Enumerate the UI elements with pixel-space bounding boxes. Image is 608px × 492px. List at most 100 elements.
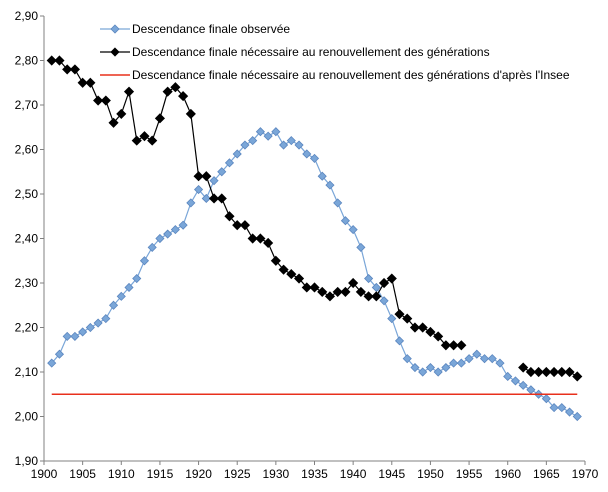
series-observed-point bbox=[302, 149, 312, 159]
series-observed-point bbox=[541, 394, 551, 404]
y-tick-labels: 1,90 2,00 2,10 2,20 2,30 2,40 2,50 2,60 2,70 2,80… bbox=[15, 9, 44, 468]
x-tick-label: 1905 bbox=[69, 467, 96, 481]
series-observed-point bbox=[147, 242, 157, 252]
series-required-point bbox=[255, 233, 266, 244]
legend-required-label: Descendance finale nécessaire au renouve… bbox=[132, 45, 490, 59]
series-required-point bbox=[363, 291, 374, 302]
series-observed-point bbox=[356, 242, 366, 252]
x-tick-label: 1920 bbox=[185, 467, 212, 481]
series-required-point bbox=[263, 237, 274, 249]
series-required-point bbox=[533, 366, 544, 378]
series-observed-point bbox=[116, 291, 126, 301]
y-tick-label: 2,30 bbox=[15, 276, 39, 290]
series-required-point bbox=[116, 108, 127, 119]
series-required-point bbox=[394, 309, 405, 320]
x-tick-label: 1925 bbox=[224, 467, 251, 481]
series-required-point bbox=[178, 91, 189, 102]
series-required-point bbox=[549, 366, 560, 378]
series-required-point bbox=[139, 131, 150, 142]
x-tick-label: 1900 bbox=[31, 467, 58, 481]
series-required-point bbox=[46, 55, 57, 66]
series-observed-point bbox=[132, 273, 142, 284]
series-required-point bbox=[208, 193, 220, 204]
series-observed-point bbox=[78, 327, 88, 337]
series-required-point bbox=[317, 286, 328, 297]
series-observed-point bbox=[325, 180, 335, 190]
series-required-point bbox=[239, 220, 251, 231]
x-tick-label: 1965 bbox=[533, 467, 560, 481]
series-observed-point bbox=[394, 336, 405, 346]
series-observed-point bbox=[379, 296, 389, 306]
series-required-point bbox=[62, 64, 73, 75]
series-required bbox=[46, 55, 583, 382]
series-observed-point bbox=[232, 149, 242, 159]
series-required-point bbox=[170, 82, 181, 93]
y-tick-label: 2,90 bbox=[15, 9, 39, 23]
series-observed-point bbox=[526, 385, 536, 395]
series-observed-point bbox=[333, 198, 343, 208]
y-tick-label: 2,10 bbox=[15, 365, 39, 379]
series-required-point bbox=[216, 193, 227, 204]
legend-insee-label: Descendance finale nécessaire au renouve… bbox=[132, 68, 570, 82]
series-observed-point bbox=[340, 216, 350, 226]
legend-insee: Descendance finale nécessaire au renouve… bbox=[100, 68, 570, 82]
series-observed-point bbox=[433, 367, 443, 377]
series-required-point bbox=[224, 211, 235, 222]
series-required-point bbox=[201, 171, 212, 182]
series-observed-point bbox=[85, 322, 95, 333]
series-observed-point bbox=[217, 167, 227, 177]
series-observed-point bbox=[240, 140, 250, 150]
series-observed-point bbox=[108, 300, 119, 310]
series-observed-point bbox=[93, 318, 103, 328]
series-required-point bbox=[85, 77, 96, 88]
x-tick-label: 1940 bbox=[340, 467, 367, 481]
series-observed-point bbox=[178, 220, 188, 230]
y-tick-label: 2,40 bbox=[15, 232, 39, 246]
y-tick-label: 1,90 bbox=[15, 454, 39, 468]
y-tick-label: 2,00 bbox=[15, 410, 39, 424]
series-required-point bbox=[247, 233, 258, 244]
y-tick-label: 2,70 bbox=[15, 98, 39, 112]
series-observed-point bbox=[449, 358, 459, 368]
series-observed-point bbox=[549, 403, 559, 413]
series-layer bbox=[46, 55, 583, 422]
series-required-point bbox=[123, 86, 135, 97]
x-tick-label: 1955 bbox=[456, 467, 483, 481]
series-required-point bbox=[440, 340, 451, 351]
series-required-point bbox=[270, 255, 281, 266]
legend-observed-label: Descendance finale observée bbox=[132, 22, 290, 36]
series-observed-point bbox=[54, 349, 65, 359]
series-observed-point bbox=[139, 256, 150, 266]
series-observed-point bbox=[510, 376, 521, 386]
series-required-point bbox=[518, 362, 529, 373]
x-tick-label: 1945 bbox=[378, 467, 405, 481]
series-required-point bbox=[324, 291, 336, 302]
series-observed-point bbox=[487, 354, 497, 364]
series-observed-point bbox=[294, 140, 304, 150]
series-required-point bbox=[131, 135, 142, 146]
series-observed-line bbox=[51, 131, 578, 418]
series-observed-point bbox=[425, 362, 435, 373]
series-observed-point bbox=[564, 407, 575, 417]
series-observed-point bbox=[348, 225, 358, 235]
series-observed-point bbox=[62, 331, 72, 341]
series-observed-point bbox=[248, 136, 258, 146]
series-observed-point bbox=[464, 354, 474, 364]
x-tick-label: 1915 bbox=[147, 467, 174, 481]
series-required-point bbox=[417, 322, 428, 333]
series-required-point bbox=[162, 86, 173, 97]
series-observed-point bbox=[309, 153, 320, 163]
series-required-point bbox=[108, 117, 119, 128]
series-required-point bbox=[541, 366, 552, 378]
legend-required: Descendance finale nécessaire au renouve… bbox=[100, 45, 490, 59]
y-tick-label: 2,60 bbox=[15, 143, 39, 157]
series-required-point bbox=[386, 273, 397, 284]
series-required-point bbox=[556, 366, 567, 378]
series-required-point bbox=[332, 286, 343, 297]
x-tick-label: 1910 bbox=[108, 467, 135, 481]
series-required-point bbox=[402, 313, 413, 324]
y-tick-label: 2,20 bbox=[15, 321, 39, 335]
series-observed-point bbox=[364, 273, 374, 284]
series-observed-point bbox=[286, 136, 296, 146]
